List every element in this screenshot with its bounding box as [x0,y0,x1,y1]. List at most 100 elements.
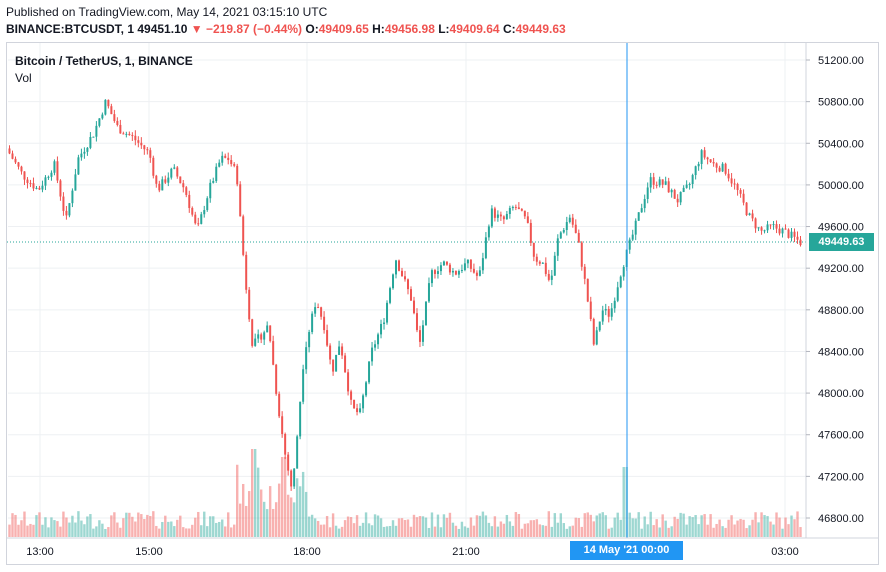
volume-bar [613,517,616,537]
candle-body [401,270,404,277]
candle-body [350,391,353,400]
volume-bar [167,521,170,537]
volume-bar [484,515,488,537]
open-label: O: [305,22,319,36]
volume-bar [781,528,784,537]
volume-bar [8,524,11,537]
volume-bar [706,524,709,537]
candle-body [152,157,155,176]
volume-bar [47,527,50,537]
volume-bar [256,467,260,537]
volume-bar [793,519,796,537]
candle-body [463,263,466,270]
volume-bar [730,515,733,537]
volume-bar [331,513,335,537]
volume-bar [379,518,383,537]
volume-bar [230,527,233,537]
candle-body [481,258,484,271]
candle-body [727,173,730,179]
candle-body [359,408,362,413]
candle-body [155,175,158,184]
volume-bar [784,517,787,537]
volume-bar [655,519,658,537]
chart-title: Bitcoin / TetherUS, 1, BINANCE [15,54,193,68]
candle-body [68,203,71,216]
candle-body [742,193,745,203]
volume-bar [652,525,655,537]
volume-bar [637,512,640,537]
volume-bar [748,525,751,537]
candle-body [628,239,631,250]
volume-bar [598,513,601,537]
candle-body [92,136,95,138]
candle-body [182,183,185,188]
price-axis: 51200.00 50800.00 50400.00 50000.00 49600.00… [806,55,864,525]
price-tick-label: 51200.00 [818,55,864,67]
candle-body [278,393,281,417]
volume-bar [95,526,98,537]
volume-bar [182,527,185,537]
volume-bar [685,524,688,537]
candle-body [571,217,574,225]
candle-body [721,163,724,172]
candle-body [568,217,571,223]
candle-body [529,222,532,243]
candle-body [697,163,700,167]
candle-body [454,270,457,275]
candle-body [490,208,493,227]
candle-body [254,338,257,346]
candle-body [655,184,658,186]
candle-body [502,216,505,220]
candle-body [65,210,68,216]
price-tick-label: 49600.00 [818,222,864,234]
volume-bar [116,522,119,537]
volume-bar [104,528,107,537]
candle-body [595,330,598,345]
candle-body [658,179,661,186]
volume-bar [149,516,152,537]
volume-bar [388,526,392,537]
candle-body [266,325,269,333]
volume-bar [155,525,158,537]
volume-bar [358,525,362,537]
volume-bar [658,527,661,537]
volume-bar [496,526,500,537]
volume-bar [101,523,104,537]
candle-body [146,149,149,151]
candle-body [71,190,74,204]
candle-body [95,125,98,137]
candle-body [637,212,640,221]
volume-bar [520,528,524,537]
candle-body [305,347,308,370]
volume-bar [113,512,116,537]
volume-bar [286,494,290,537]
candle-body [335,354,338,372]
candle-body [23,171,26,180]
candle-body [167,177,170,183]
volume-bar [352,523,356,537]
candle-body [218,162,221,167]
volume-bar [523,523,527,537]
candle-body [26,179,29,184]
candle-body [185,187,188,195]
volume-bar [583,513,586,537]
volume-bar [490,526,494,537]
candle-body [724,163,727,174]
candle-body [38,187,41,190]
volume-bar [170,521,173,537]
volume-bar [553,513,557,537]
volume-bar [742,519,745,537]
high-label: H: [372,22,385,36]
candle-body [86,147,89,152]
candle-body [685,184,688,188]
candle-body [257,334,260,339]
candle-body [598,321,601,331]
volume-bar [469,517,473,537]
crosshair-time-badge: 14 May '21 00:00 [570,541,683,560]
volume-bar [26,525,29,537]
volume-bar [152,511,155,537]
candle-body [98,118,101,126]
candle-body [47,176,50,178]
volume-bar [721,526,724,537]
